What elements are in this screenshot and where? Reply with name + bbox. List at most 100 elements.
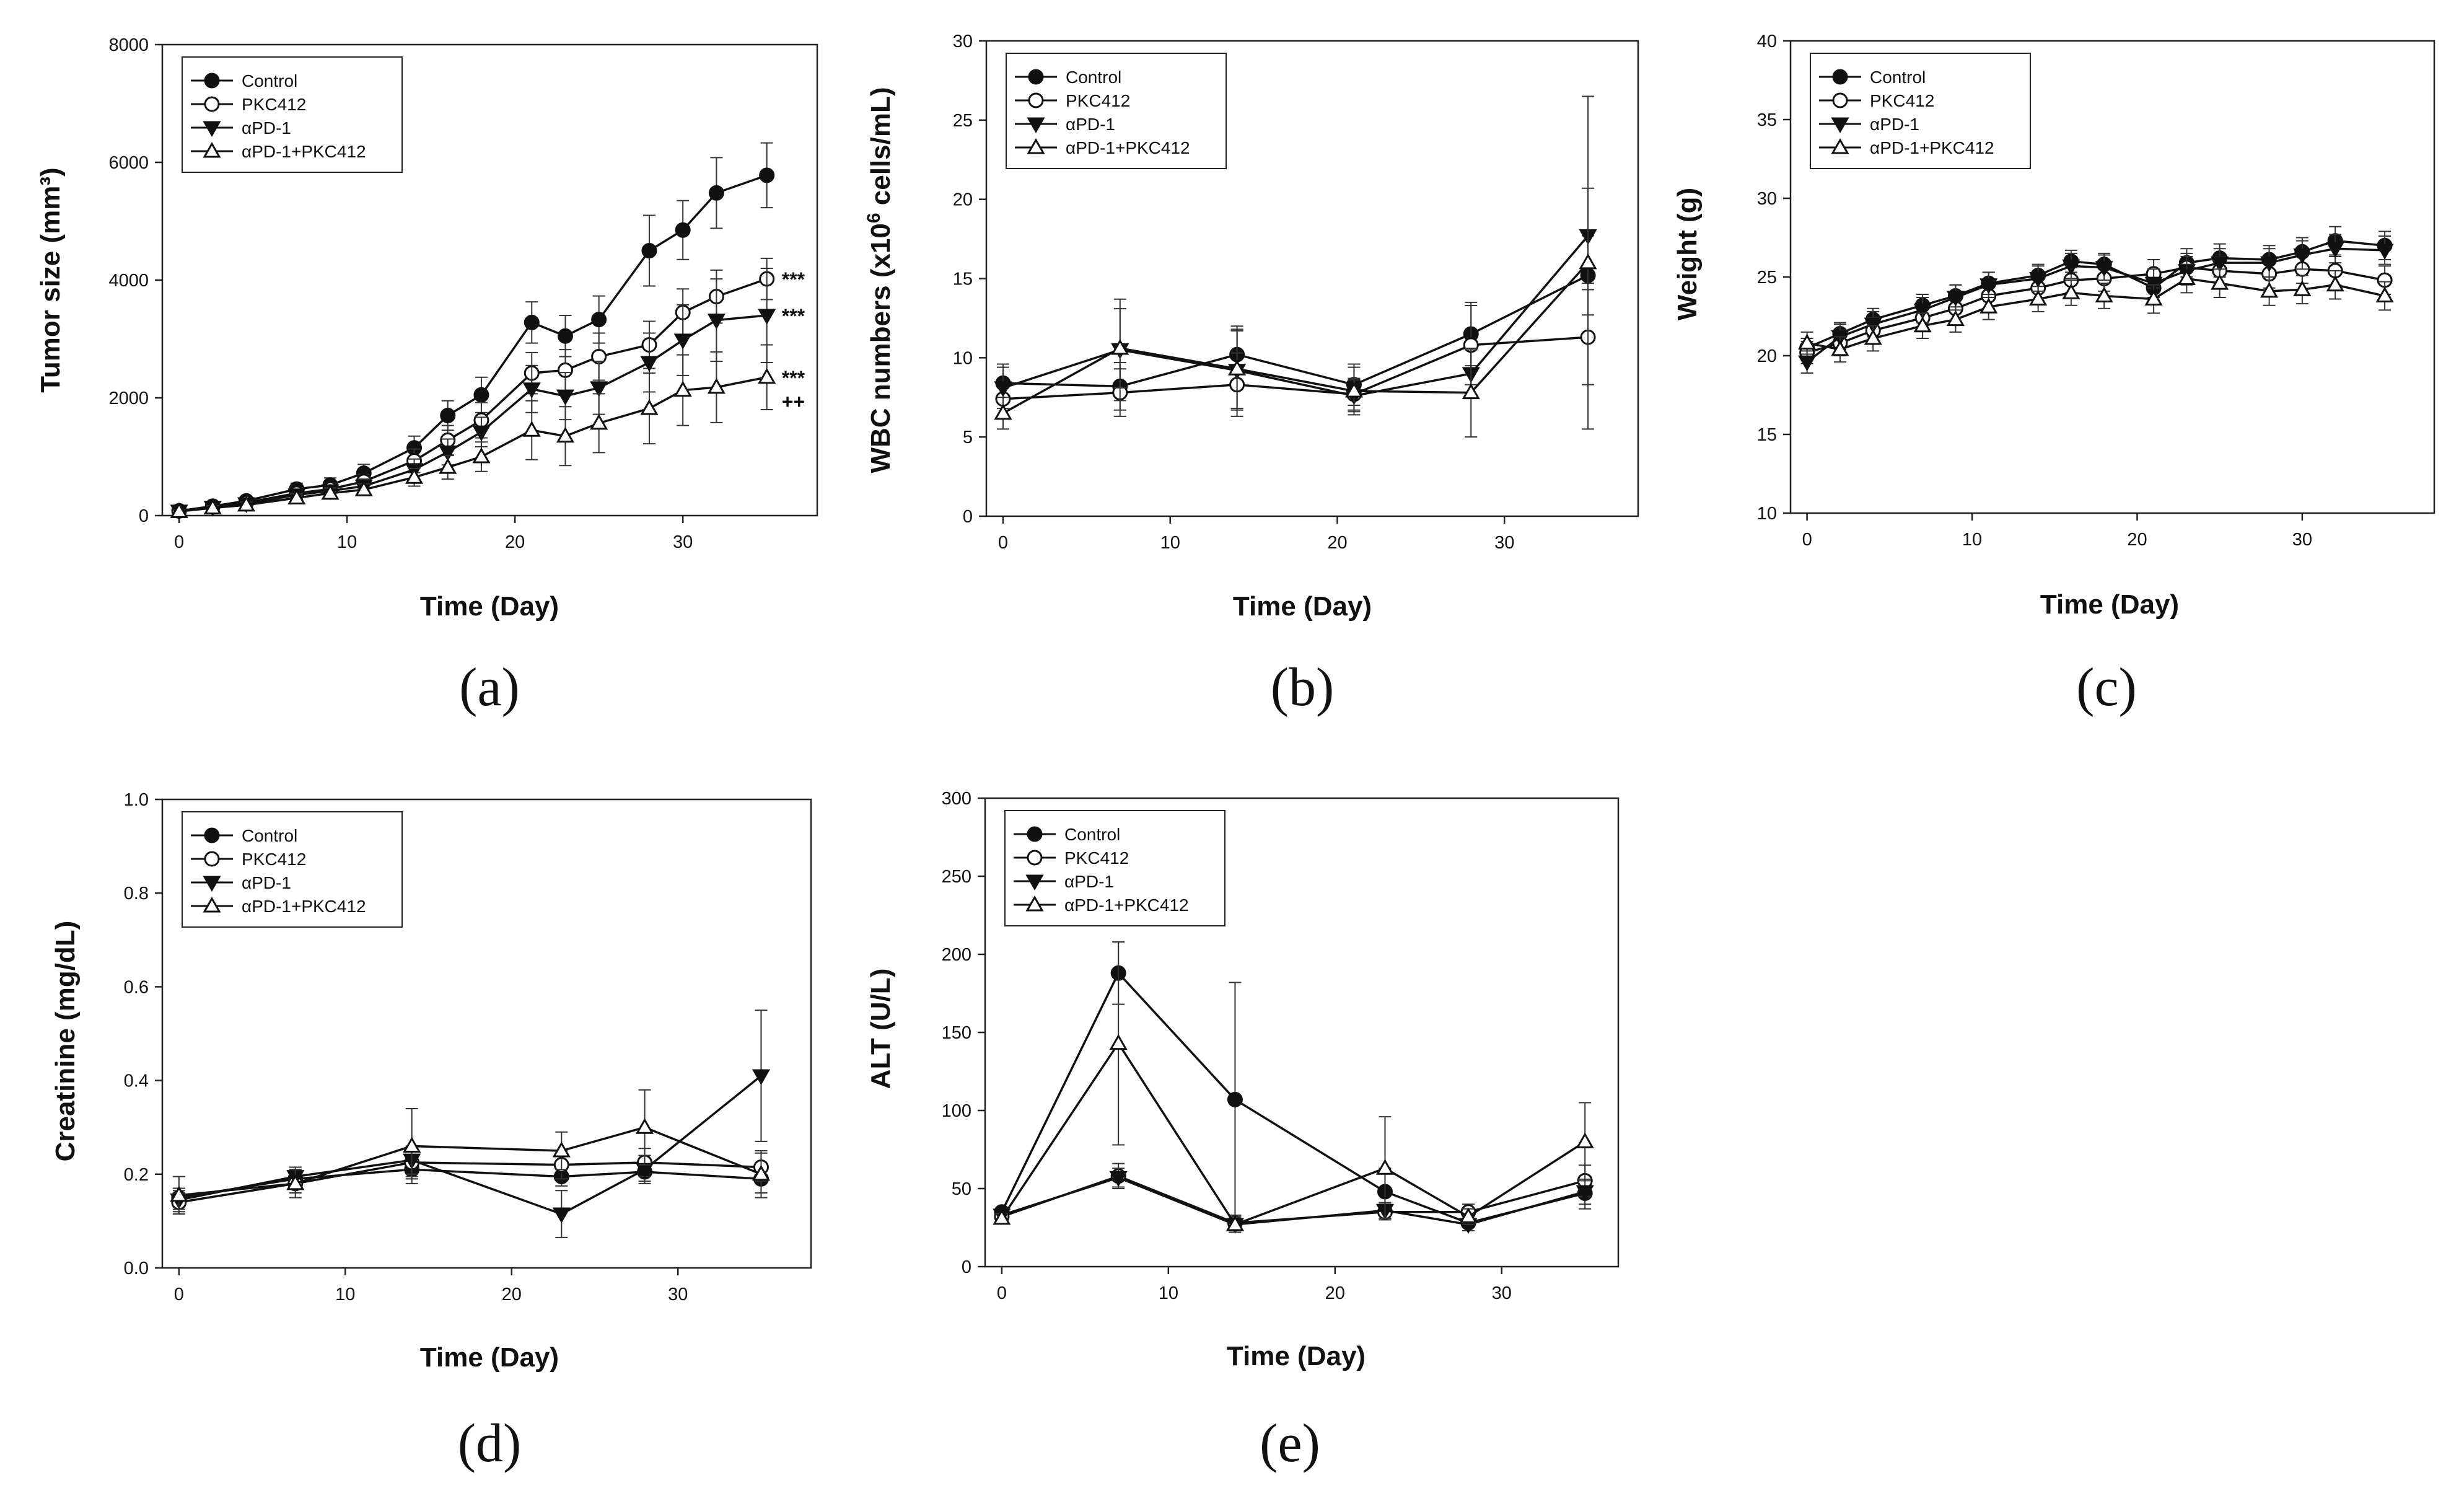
panel-e-data-point [1109,1034,1128,1050]
panel-c-data-point [1913,303,1932,320]
panel-a-data-point [708,185,724,201]
panel-c-legend: Control PKC412 αPD-1 αPD-1+PKC412 [1810,53,2031,169]
panel-a-series-alphapd-1-pkc412 [170,344,776,518]
panel-c-y-tick-label: 35 [1757,110,1777,130]
panel-b-x-tick-label: 0 [998,533,1008,553]
panel-c-legend-marker-pkc412 [1832,92,1848,108]
panel-b-y-axis-title-part-1: WBC numbers (x10 [866,223,896,473]
panel-a-data-point [203,498,222,515]
panel-c-legend-marker-alphapd-1 [1831,117,1849,134]
panel-d-y-tick-label: 1.0 [124,790,149,810]
panel-a-data-point [673,380,692,397]
panel-a-series-line-pkc412 [178,278,768,512]
panel-b-data-point [1579,253,1597,270]
panel-c-series-alphapd-1 [1798,234,2394,374]
panel-e-y-tick-label: 200 [942,945,971,965]
panel-e-y-tick-label: 300 [942,789,971,809]
panel-d-data-point [552,1141,571,1158]
panel-a-data-point [707,314,726,330]
panel-b-legend-label-alphapd-1-pkc412: αPD-1+PKC412 [1066,138,1190,157]
panel-d-series-alphapd-1 [170,1009,771,1238]
panel-c-data-point [1798,355,1817,372]
panel-d-legend-marker-pkc412 [204,851,220,867]
panel-e-legend-frame [1004,810,1225,926]
panel-a-data-point [405,468,424,484]
panel-c-data-point [2260,281,2279,298]
panel-a-data-point [321,483,340,500]
panel-e-y-tick-label: 150 [942,1023,971,1043]
panel-a-data-point [170,502,188,518]
panel-e-data-point [1576,1185,1594,1202]
panel-c-x-tick-label: 10 [1962,530,1982,550]
panel-b-series-line-pkc412 [1002,336,1589,400]
panel-a-significance-annotation: *** [782,268,805,291]
panel-b-legend-marker-control [1028,69,1044,85]
panel-c-data-point [2326,275,2344,292]
panel-a: 0 10 20 3002000400060008000*********++Contr… [35,35,818,718]
panel-c-data-point [2095,261,2113,277]
panel-a-data-point [673,333,692,350]
panel-a-y-tick-label: 4000 [108,271,149,291]
panel-d-y-axis-title: Creatinine (mg/dL) [50,921,81,1162]
panel-e-caption: (e) [1260,1414,1320,1474]
panel-b-y-tick-label: 10 [953,348,973,368]
panel-c-data-point [2293,248,2312,265]
panel-c-series-line-pkc412 [1807,266,2385,354]
panel-e-x-axis-title: Time (Day) [1227,1341,1366,1371]
panel-d-legend: Control PKC412 αPD-1 αPD-1+PKC412 [182,811,403,928]
panel-c-legend-marker-alphapd-1-pkc412 [1831,138,1849,154]
panel-c-y-tick-label: 30 [1757,189,1777,209]
panel-b-y-axis-title-part-2: cells/mL) [866,87,896,213]
panel-c-data-point [1864,329,1882,345]
panel-d-data-point [552,1207,571,1224]
panel-e-data-point [1459,1207,1478,1223]
panel-c-data-point [2144,289,2163,306]
panel-b-series-alphapd-1-pkc412 [994,95,1597,438]
panel-a-plot: 0 10 20 3002000400060008000*********++Contr… [108,35,818,552]
panel-b-legend-marker-alphapd-1-pkc412 [1027,138,1045,154]
panel-c-x-axis-title: Time (Day) [2040,589,2179,620]
panel-e-series-line-alphapd-1-pkc412 [1001,1041,1586,1226]
panel-e-legend-label-alphapd-1: αPD-1 [1064,872,1114,891]
panel-b-y-tick-label: 5 [963,428,973,447]
panel-c-data-point [2144,276,2163,293]
panel-e-data-point [1576,1132,1594,1148]
panel-a-legend-label-control: Control [242,71,297,90]
panel-b-y-tick-label: 25 [953,111,973,131]
panel-b-legend-marker-pkc412 [1028,92,1044,108]
panel-a-x-axis-title: Time (Day) [420,591,559,622]
panel-d-data-point [286,1174,305,1190]
panel-d-y-tick-label: 0.0 [124,1259,149,1278]
panel-b-legend-label-pkc412: PKC412 [1066,91,1130,110]
panel-b-series-line-alphapd-1-pkc412 [1002,262,1589,415]
panel-a-data-point [524,314,540,330]
panel-a-legend-marker-pkc412 [204,96,220,112]
panel-a-series-line-control [178,174,768,512]
panel-a-data-point [439,458,457,474]
panel-e-plot: 0 10 20 30050100150200250300ControlPKC412αP… [942,789,1620,1303]
panel-c-x-tick-label: 0 [1802,530,1812,550]
panel-b-data-point [1462,383,1480,400]
panel-d-caption: (d) [458,1414,522,1474]
panel-b-series-line-alphapd-1 [1002,235,1589,397]
panel-c-data-point [1798,333,1817,350]
panel-c-y-tick-label: 10 [1757,504,1777,524]
panel-a-data-point [640,356,659,372]
panel-b-legend-label-control: Control [1066,68,1121,87]
panel-c-data-point [1946,291,1965,307]
panel-d-x-tick-label: 20 [502,1285,522,1304]
panel-d-legend-frame [182,811,403,928]
panel-d-series-line-pkc412 [178,1161,761,1203]
panel-d-plot-frame [161,798,812,1269]
panel-c-data-point [1946,310,1965,327]
panel-a-data-point [557,328,573,344]
panel-e-y-tick-label: 50 [952,1179,971,1199]
panel-a-significance-annotation: *** [782,367,805,389]
panel-b-x-tick-label: 20 [1327,533,1347,553]
panel-a-legend-marker-control [204,73,220,89]
panel-e-legend-marker-alphapd-1-pkc412 [1025,895,1044,912]
panel-e: 0 10 20 30050100150200250300ControlPKC412αP… [866,789,1620,1474]
panel-d-x-tick-label: 30 [668,1285,688,1304]
panel-e-legend-label-alphapd-1-pkc412: αPD-1+PKC412 [1064,895,1189,915]
